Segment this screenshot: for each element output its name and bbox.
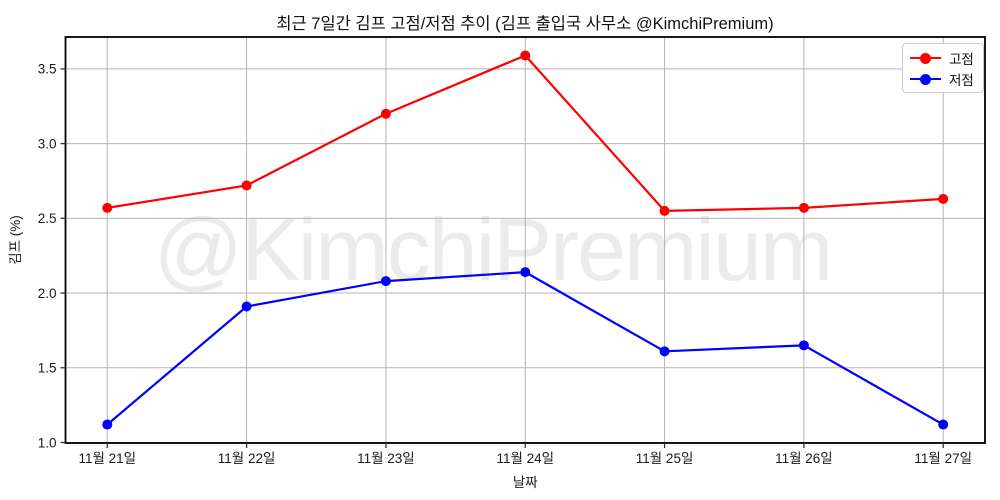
data-point-marker bbox=[380, 276, 391, 287]
data-point-marker bbox=[102, 419, 113, 430]
data-point-marker bbox=[798, 340, 809, 351]
y-tick-label: 2.0 bbox=[38, 286, 57, 301]
data-point-marker bbox=[659, 346, 670, 357]
data-point-marker bbox=[798, 202, 809, 213]
legend-dot-swatch bbox=[920, 73, 931, 85]
data-point-marker bbox=[102, 202, 113, 213]
x-axis-label: 날짜 bbox=[513, 475, 538, 490]
legend-label: 저점 bbox=[949, 72, 974, 88]
data-point-marker bbox=[938, 419, 949, 430]
y-tick-label: 1.5 bbox=[38, 361, 57, 376]
x-tick-label: 11월 23일 bbox=[357, 451, 415, 466]
x-tick-label: 11월 25일 bbox=[636, 451, 694, 466]
y-axis-label: 김프 (%) bbox=[8, 215, 23, 265]
data-point-marker bbox=[659, 205, 670, 216]
legend-marker-icon bbox=[910, 52, 941, 64]
data-point-marker bbox=[520, 50, 531, 61]
data-point-marker bbox=[241, 301, 252, 312]
y-tick-label: 3.5 bbox=[38, 62, 57, 77]
legend-dot-swatch bbox=[920, 52, 931, 64]
legend-item-0: 고점 bbox=[910, 48, 974, 67]
chart-title: 최근 7일간 김프 고점/저점 추이 (김프 출입국 사무소 @KimchiPr… bbox=[276, 15, 774, 33]
x-tick-label: 11월 26일 bbox=[775, 451, 833, 466]
y-tick-label: 3.0 bbox=[38, 136, 57, 151]
watermark-text: @KimchiPremium bbox=[153, 200, 833, 299]
x-tick-label: 11월 27일 bbox=[914, 451, 972, 466]
y-tick-label: 2.5 bbox=[38, 211, 57, 226]
y-tick-label: 1.0 bbox=[38, 435, 57, 450]
data-point-marker bbox=[938, 193, 949, 204]
data-point-marker bbox=[520, 267, 531, 278]
data-point-marker bbox=[241, 180, 252, 191]
legend-label: 고점 bbox=[949, 51, 974, 67]
data-point-marker bbox=[380, 108, 391, 119]
x-tick-label: 11월 22일 bbox=[218, 451, 276, 466]
x-tick-label: 11월 21일 bbox=[78, 451, 136, 466]
x-tick-label: 11월 24일 bbox=[496, 451, 554, 466]
legend-item-1: 저점 bbox=[910, 69, 974, 88]
legend-marker-icon bbox=[910, 73, 941, 85]
